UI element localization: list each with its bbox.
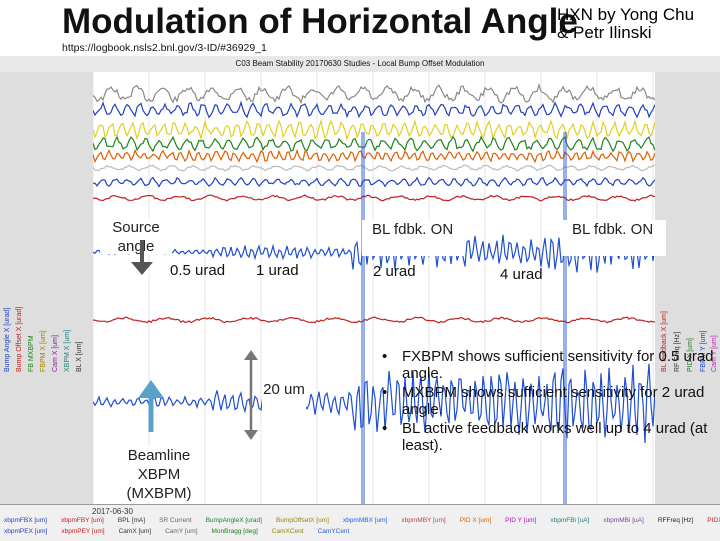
legend-item[interactable]: CamXCent <box>271 528 304 535</box>
angle-label-05: 0.5 urad <box>170 262 226 279</box>
legend-item[interactable]: RFFreq [Hz] <box>657 517 694 524</box>
bullet-text: BL active feedback works well up to 4 ur… <box>402 420 708 454</box>
left-axis-label: Bump Angle X [urad] <box>4 307 11 372</box>
time-series-plot[interactable] <box>93 72 655 504</box>
signal-trace <box>93 118 655 142</box>
bullet-item: • MXBPM shows sufficient sensitivity for … <box>382 384 720 418</box>
legend-item[interactable]: xbpmPEX [um] <box>4 528 48 535</box>
beamline-xbpm-callout: Beamline XBPM (MXBPM) <box>118 446 200 502</box>
scale-bar-icon <box>244 350 258 440</box>
signal-trace <box>93 100 655 119</box>
page-title: Modulation of Horizontal Angle <box>62 2 578 41</box>
signal-trace <box>93 194 655 202</box>
signal-trace <box>93 363 655 444</box>
left-axis-label: BL X [um] <box>76 341 83 372</box>
bullet-list: • FXBPM shows sufficient sensitivity for … <box>382 348 720 456</box>
legend-item[interactable]: CamYCent <box>317 528 350 535</box>
left-axis-label: Bump Offset X [urad] <box>16 306 23 372</box>
plot-window: C03 Beam Stability 20170630 Studies - Lo… <box>0 56 720 541</box>
legend-item[interactable]: BumpAngleX [urad] <box>205 517 262 524</box>
bullet-item: • BL active feedback works well up to 4 u… <box>382 420 720 454</box>
signal-trace <box>93 135 655 153</box>
left-axis-label: Cam X [um] <box>52 335 59 372</box>
bullet-text: FXBPM shows sufficient sensitivity for 0… <box>402 348 714 382</box>
legend-item[interactable]: BumpOffsetX [um] <box>275 517 329 524</box>
angle-label-2: 2 urad <box>373 263 416 280</box>
credit-line-1: HXN by Yong Chu <box>557 5 695 24</box>
down-arrow-icon <box>131 240 153 275</box>
legend-item[interactable]: SR Current <box>159 517 192 524</box>
signal-trace <box>93 176 655 188</box>
source-angle-callout: Source angle <box>100 218 172 255</box>
left-axis-label: XBPM X [um] <box>64 329 71 372</box>
signal-trace <box>93 148 655 164</box>
legend-row: xbpmFBX [um] xbpmFBY [um] BPL [mA] SR Curre… <box>4 517 720 524</box>
legend-item[interactable]: xbpmFBX [um] <box>4 517 47 524</box>
legend-item[interactable]: PID Y [um] <box>505 517 537 524</box>
left-axis-label: FB MXBPM <box>28 335 35 372</box>
bl-feedback-on-region <box>563 132 567 504</box>
scale-label-20um: 20 um <box>262 380 306 416</box>
legend-item[interactable]: xbpmMBY [um] <box>401 517 446 524</box>
window-title: C03 Beam Stability 20170630 Studies - Lo… <box>0 56 720 73</box>
left-axis-label: FBPM X [um] <box>40 330 47 372</box>
legend-item[interactable]: xbpmPEY [um] <box>61 528 105 535</box>
credit: HXN by Yong Chu & Petr Ilinski <box>557 6 694 42</box>
legend-item[interactable]: CamY [um] <box>165 528 198 535</box>
plot-area[interactable] <box>93 72 655 504</box>
credit-line-2: & Petr Ilinski <box>557 23 652 42</box>
legend-item[interactable]: xbpmFBi [uA] <box>550 517 590 524</box>
signal-trace <box>93 82 655 105</box>
signal-trace <box>93 316 655 324</box>
signal-trace <box>93 230 655 273</box>
legend-row: xbpmPEX [um] xbpmPEY [um] CamX [um] CamY [u… <box>4 528 716 535</box>
legend-item[interactable]: xbpmMBX [um] <box>342 517 388 524</box>
logbook-url[interactable]: https://logbook.nsls2.bnl.gov/3-ID/#3692… <box>62 42 267 54</box>
bl-fdbk-on-callout: BL fdbk. ON <box>562 220 666 256</box>
legend-item[interactable]: BPL [mA] <box>117 517 146 524</box>
up-arrow-icon <box>138 380 164 432</box>
legend-item[interactable]: PID X [um] <box>459 517 492 524</box>
legend-item[interactable]: CamX [um] <box>118 528 152 535</box>
bullet-item: • FXBPM shows sufficient sensitivity for … <box>382 348 720 382</box>
angle-label-4: 4 urad <box>500 266 543 283</box>
angle-label-1: 1 urad <box>256 262 299 279</box>
bl-fdbk-on-callout: BL fdbk. ON <box>362 220 464 256</box>
legend-bar: 2017-06-30 xbpmFBX [um] xbpmFBY [um] BPL [… <box>0 504 720 541</box>
legend-item[interactable]: MonBragg [deg] <box>211 528 258 535</box>
bullet-text: MXBPM shows sufficient sensitivity for 2… <box>402 384 705 418</box>
right-axis-panel: BL feedback X [um] RF Freq [Hz] PID X [u… <box>655 72 720 504</box>
signal-trace <box>93 164 655 172</box>
legend-item[interactable]: xbpmMBi [uA] <box>603 517 644 524</box>
time-label: 2017-06-30 <box>92 507 133 516</box>
left-axis-panel: Bump Angle X [urad] Bump Offset X [urad]… <box>0 72 93 504</box>
bl-feedback-on-region <box>361 132 365 504</box>
legend-item[interactable]: xbpmFBY [um] <box>60 517 104 524</box>
